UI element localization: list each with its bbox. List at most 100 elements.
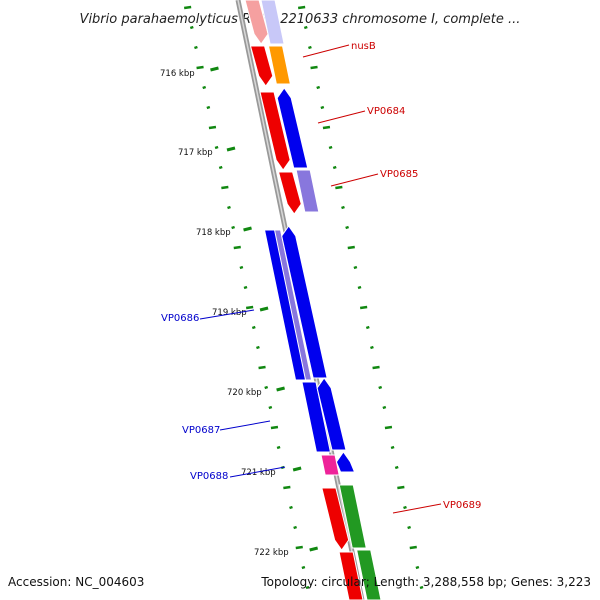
gene-labels: nusB VP0684 VP0685 VP0686 VP0687 VP0688 … xyxy=(161,41,481,511)
kbp-tick-mark xyxy=(210,66,219,72)
gc-dash xyxy=(251,325,256,330)
gene-red-top-1[interactable] xyxy=(244,0,269,45)
gc-dash xyxy=(301,565,306,570)
gc-dash xyxy=(283,485,291,490)
gc-dash xyxy=(415,565,420,570)
gc-content-track xyxy=(183,5,424,590)
map-title: Vibrio parahaemolyticus RIMD 2210633 chr… xyxy=(80,12,521,27)
gene-label-leaders xyxy=(199,44,442,514)
gc-dash xyxy=(208,125,217,130)
gene-purple-vp0685[interactable] xyxy=(295,169,320,213)
gc-dash xyxy=(320,105,325,110)
gene-label-vp0686[interactable]: VP0686 xyxy=(161,313,199,324)
gc-dash xyxy=(347,245,355,250)
gene-orange-nusb[interactable] xyxy=(267,45,291,85)
gene-red-nusb[interactable] xyxy=(249,45,274,87)
gc-dash xyxy=(419,585,424,590)
gc-dash xyxy=(189,25,194,30)
gene-label-nusb[interactable]: nusB xyxy=(351,41,376,52)
kbp-tick-mark xyxy=(292,466,302,472)
gc-dash xyxy=(233,245,241,250)
kbp-tick-720: 720 kbp xyxy=(227,388,262,398)
gene-blue-vp0687-b[interactable] xyxy=(316,377,347,451)
gene-label-vp0687[interactable]: VP0687 xyxy=(182,425,220,436)
gene-label-vp0688[interactable]: VP0688 xyxy=(190,471,228,482)
gc-dash xyxy=(357,285,362,290)
gc-dash xyxy=(295,545,303,550)
gc-dash xyxy=(384,425,393,430)
accession-text: Accession: NC_004603 xyxy=(8,575,144,589)
gc-dash xyxy=(390,445,395,450)
gene-red-vp0684[interactable] xyxy=(259,91,291,171)
gene-red-vp0689-b[interactable] xyxy=(338,551,364,600)
gene-label-vp0684[interactable]: VP0684 xyxy=(367,106,405,117)
gc-dash xyxy=(231,225,236,230)
gene-blue-vp0684[interactable] xyxy=(276,87,309,169)
gene-label-vp0689[interactable]: VP0689 xyxy=(443,500,481,511)
gc-dash xyxy=(322,125,331,130)
genome-summary-text: Topology: circular; Length: 3,288,558 bp… xyxy=(260,575,591,589)
kbp-tick-mark xyxy=(226,146,236,152)
gene-blue-top-1[interactable] xyxy=(260,0,285,45)
gc-dash xyxy=(270,425,279,430)
gene-red-vp0689-a[interactable] xyxy=(321,487,350,551)
kbp-tick-mark xyxy=(276,386,285,392)
gene-green-vp0689-a[interactable] xyxy=(338,484,367,549)
gene-blue-vp0687-a[interactable] xyxy=(301,381,332,453)
kbp-tick-mark xyxy=(309,546,319,552)
gc-dash xyxy=(332,165,337,170)
kbp-tick-mark xyxy=(259,306,269,312)
gene-green-vp0689-b[interactable] xyxy=(356,549,382,600)
gc-dash xyxy=(183,5,192,10)
kbp-tick-719: 719 kbp xyxy=(212,308,247,318)
gc-dash xyxy=(409,545,417,550)
gc-dash xyxy=(293,525,298,530)
gc-dash xyxy=(227,205,231,210)
gc-dash xyxy=(341,205,345,210)
kbp-tick-716: 716 kbp xyxy=(160,69,195,79)
gene-magenta-vp0688[interactable] xyxy=(320,454,340,476)
gc-dash xyxy=(407,525,412,530)
gc-dash xyxy=(305,585,310,590)
kbp-tick-722: 722 kbp xyxy=(254,548,289,558)
kbp-tick-718: 718 kbp xyxy=(196,228,231,238)
gc-dash xyxy=(353,265,358,270)
kbp-tick-721: 721 kbp xyxy=(241,468,276,478)
gc-dash xyxy=(316,85,321,90)
gc-dash xyxy=(289,505,293,510)
gc-dash xyxy=(403,505,407,510)
gc-dash xyxy=(268,405,273,410)
gc-dash xyxy=(397,485,405,490)
gc-dash xyxy=(264,385,269,390)
gc-dash xyxy=(372,365,380,370)
gc-dash xyxy=(194,45,198,50)
gc-dash xyxy=(196,65,204,70)
gc-dash xyxy=(328,145,333,150)
gc-dash xyxy=(303,25,308,30)
gc-dash xyxy=(239,265,244,270)
gc-dash xyxy=(365,325,370,330)
kbp-tick-mark xyxy=(243,226,252,232)
gc-dash xyxy=(221,185,229,190)
gene-purple-vp0686[interactable] xyxy=(273,229,313,381)
gc-dash xyxy=(202,85,207,90)
kbp-tick-717: 717 kbp xyxy=(178,148,213,158)
gc-dash xyxy=(245,305,254,310)
gc-dash xyxy=(206,105,211,110)
gene-blue-vp0688[interactable] xyxy=(335,451,356,473)
gc-dash xyxy=(297,5,306,10)
gc-dash xyxy=(308,45,312,50)
gc-dash xyxy=(256,345,260,350)
kbp-scale: 716 kbp 717 kbp 718 kbp 719 kbp 720 kbp … xyxy=(160,66,319,558)
gene-blue-vp0686-b[interactable] xyxy=(281,225,328,379)
gc-dash xyxy=(276,445,281,450)
gc-dash xyxy=(335,185,343,190)
gc-dash xyxy=(378,385,383,390)
gc-dash xyxy=(310,65,318,70)
gene-label-vp0685[interactable]: VP0685 xyxy=(380,169,418,180)
gc-dash xyxy=(258,365,266,370)
gc-dash xyxy=(345,225,350,230)
gc-dash xyxy=(243,285,248,290)
gene-red-vp0685[interactable] xyxy=(277,171,302,215)
feature-track xyxy=(244,0,382,600)
